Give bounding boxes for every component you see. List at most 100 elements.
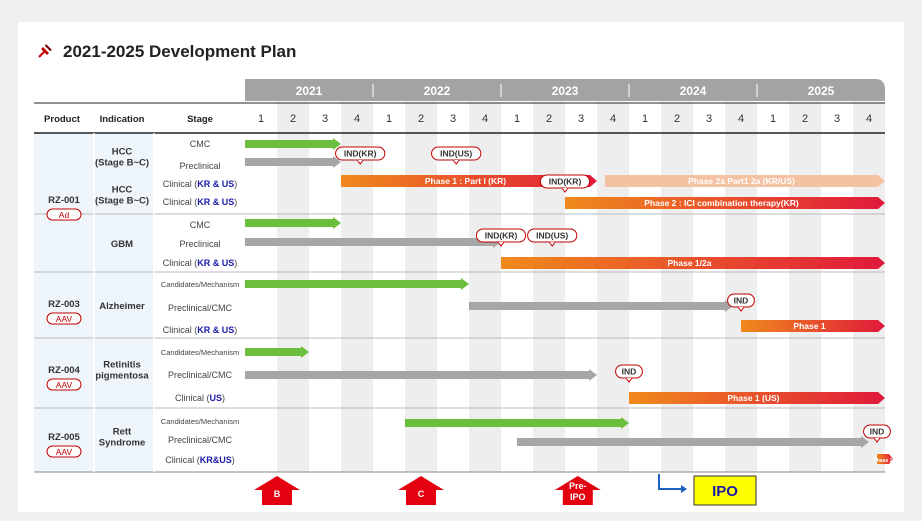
stage-label-text: Clinical [163,258,192,268]
header-stage: Stage [187,114,213,125]
stage-paren: ( [192,179,198,189]
product-badge [46,312,82,325]
stage-label-text: Clinical [163,179,192,189]
year-label: 2024 [680,84,707,98]
quarter-column-shade [469,102,501,472]
ind-bubble-tail [548,241,556,247]
stage-label-text: CMC [190,139,211,149]
stage-label-text: Candidates/Mechanism [161,417,239,426]
quarter-column-shade [597,102,629,472]
ind-label: IND(KR) [344,149,377,159]
phase-label: Phase 1/2a [668,258,712,268]
stage-region: US [210,393,223,403]
quarter-column-shade [533,102,565,472]
stage-label-text: Clinical [163,197,192,207]
quarter-column-shade [853,102,885,472]
ind-label: IND [734,296,749,306]
timeline-arrow-rz003-candidates [245,278,469,290]
stage-region: KR & US [197,258,234,268]
quarter-label: 4 [610,113,616,125]
product-badge-label: AAV [56,447,73,457]
quarter-label: 3 [578,113,584,125]
stage-paren: ( [194,455,200,465]
stage-paren: ( [192,325,198,335]
indication-label: Retinitis [103,360,140,371]
indication-label: HCC [112,185,133,196]
timeline-arrow-rz001-hcc-cmc [245,138,341,150]
ind-label: IND(US) [536,231,568,241]
quarter-label: 2 [674,113,680,125]
stage-label: Candidates/Mechanism [161,280,239,289]
year-label: 2022 [424,84,451,98]
stage-label-text: Clinical [165,455,194,465]
stage-label: Preclinical/CMC [168,435,233,445]
stage-label: Clinical (KR & US) [163,197,238,207]
stage-label-text: Preclinical/CMC [168,435,233,445]
quarter-label: 2 [546,113,552,125]
stage-paren: ) [234,325,237,335]
quarter-label: 4 [738,113,744,125]
quarter-label: 2 [290,113,296,125]
stage-label-text: Candidates/Mechanism [161,348,239,357]
phase-bar-rz001-hcc-ici [565,197,885,209]
stage-label-text: Preclinical/CMC [168,370,233,380]
year-header-band [245,79,885,101]
stage-paren: ) [234,258,237,268]
milestone-preipo-label: IPO [570,492,586,502]
stage-paren: ) [234,197,237,207]
stage-label-text: Clinical [163,325,192,335]
phase-bar-rz003-phase1 [741,320,885,332]
product-name: RZ-003 [48,299,80,310]
quarter-label: 1 [258,113,264,125]
indication-label: HCC [112,147,133,158]
milestone-c-arrow [398,476,444,505]
timeline-arrow-rz001-hcc-preclinical [245,156,341,168]
quarter-label: 2 [418,113,424,125]
quarter-label: 1 [642,113,648,125]
stage-label: Clinical (KR & US) [163,179,238,189]
ipo-pointer-arrow [658,474,681,490]
ind-label: IND(KR) [485,231,518,241]
stage-paren: ) [222,393,225,403]
product-badge [46,208,82,221]
stage-label: Clinical (KR & US) [163,325,238,335]
indication-label: (Stage B~C) [95,158,149,169]
page-title: 2021-2025 Development Plan [63,42,297,61]
timeline-arrow-rz005-candidates [405,417,629,429]
stage-paren: ) [234,179,237,189]
milestone-preipo-label: Pre- [569,481,587,491]
milestone-b-arrow [254,476,300,505]
stage-label-text: Preclinical [179,161,220,171]
phase-bar-rz001-hcc-phase1 [341,175,597,187]
phase-label: Phase 1 [793,321,825,331]
timeline-arrow-rz001-gbm-cmc [245,217,341,229]
stage-label: Clinical (KR & US) [163,258,238,268]
milestone-b-label: B [274,489,281,499]
phase-label: Phase 1 (US) [728,393,780,403]
milestone-preipo-arrow [554,476,601,505]
phase-label: Phase 2a Part1 2a (KR/US) [688,176,795,186]
stage-label: Preclinical [179,239,220,249]
product-name: RZ-001 [48,195,80,206]
stage-region: KR & US [197,325,234,335]
product-badge [46,445,82,458]
ind-bubble-tail [497,241,505,247]
ind-label: IND [622,367,637,377]
product-badge-label: Ad [59,210,70,220]
timeline-arrow-rz001-gbm-preclinical [245,236,501,248]
stage-label: Preclinical/CMC [168,370,233,380]
year-label: 2021 [296,84,323,98]
stage-region: KR & US [197,179,234,189]
ind-label: IND [870,427,885,437]
stage-label: Candidates/Mechanism [161,417,239,426]
quarter-label: 4 [354,113,360,125]
indication-label: pigmentosa [95,371,149,382]
header-indication: Indication [100,114,145,125]
phase-bar-rz005-phase1 [877,454,893,464]
quarter-column-shade [725,102,757,472]
phase-bar-rz001-gbm-phase12 [501,257,885,269]
quarter-label: 3 [834,113,840,125]
ind-label: IND(US) [440,149,472,159]
stage-label-text: CMC [190,220,211,230]
milestone-c-label: C [418,489,425,499]
